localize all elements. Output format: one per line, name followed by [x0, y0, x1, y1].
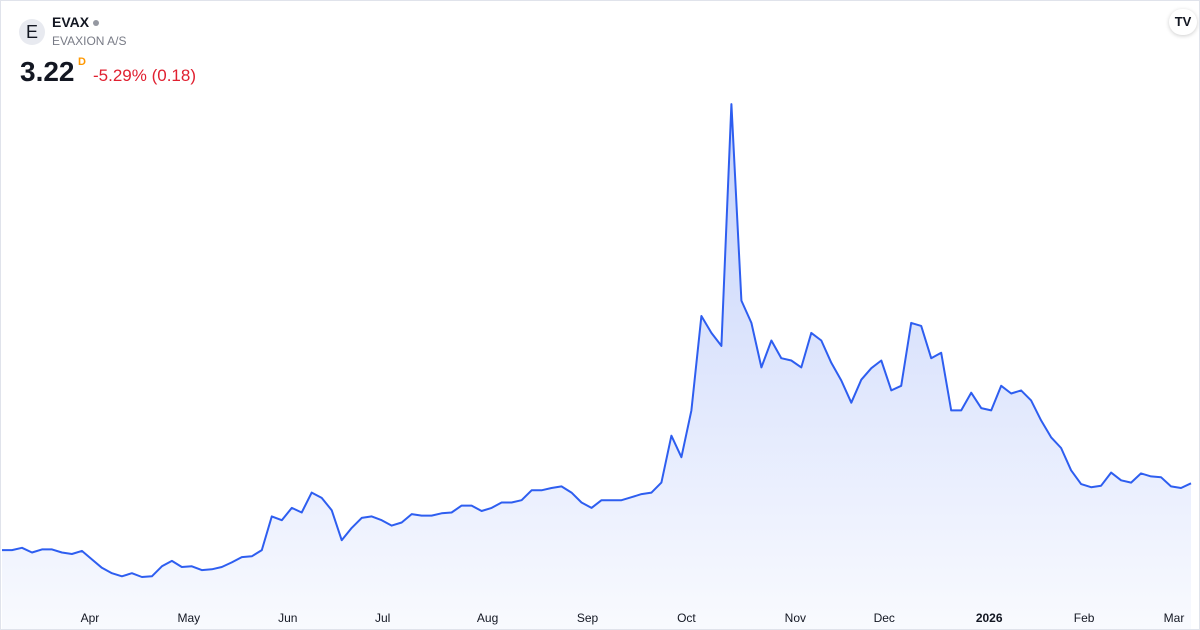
symbol[interactable]: EVAX [52, 14, 90, 30]
x-tick-label: Dec [874, 611, 895, 625]
price: 3.22 [20, 56, 75, 87]
symbol-icon: E [19, 19, 45, 45]
x-tick-label: Mar [1164, 611, 1185, 625]
x-tick-label: Nov [785, 611, 806, 625]
x-tick-label: May [178, 611, 201, 625]
x-tick-label: Apr [81, 611, 100, 625]
interval: D [78, 56, 86, 68]
company-name: EVAXION A/S [52, 34, 127, 48]
area-fill [2, 104, 1191, 629]
x-tick-label: Sep [577, 611, 599, 625]
x-tick-label: Feb [1074, 611, 1095, 625]
x-tick-label: Oct [677, 611, 696, 625]
x-tick-label: Jun [278, 611, 297, 625]
change: -5.29% (0.18) [93, 66, 196, 85]
x-tick-label: Jul [375, 611, 390, 625]
symbol-line[interactable]: EVAX [52, 14, 100, 30]
x-tick-label: 2026 [976, 611, 1003, 625]
logo-button[interactable]: TV [1169, 9, 1197, 35]
x-tick-label: Aug [477, 611, 498, 625]
status-dot [93, 20, 100, 27]
price-line [2, 103, 1192, 578]
